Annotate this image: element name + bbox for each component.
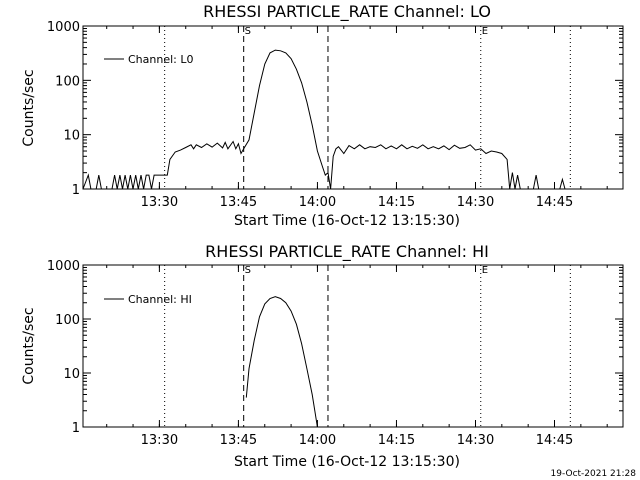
panel-lo-title: RHESSI PARTICLE_RATE Channel: LO [203,2,491,22]
marker-label: E [482,26,488,37]
panel-lo-x-axis-label: Start Time (16-Oct-12 13:15:30) [234,213,460,229]
y-tick-label: 1 [72,421,80,436]
panel-lo-x-ticks: 13:30 13:45 14:00 14:15 14:30 14:45 [106,26,608,210]
x-tick-label: 14:00 [299,195,336,210]
y-tick-label: 10 [63,367,80,382]
panel-hi-title: RHESSI PARTICLE_RATE Channel: HI [205,242,489,262]
panel-lo-y-ticks: 1 10 100 1000 [47,20,623,198]
y-tick-label: 100 [55,74,80,89]
x-tick-label: 13:45 [220,195,257,210]
x-tick-label: 14:45 [536,433,573,448]
x-tick-label: 14:30 [457,433,494,448]
x-tick-label: 13:45 [220,433,257,448]
panel-hi-x-ticks: 13:30 13:45 14:00 14:15 14:30 14:45 [106,265,608,448]
x-tick-label: 14:45 [536,195,573,210]
marker-label: S [245,265,251,276]
y-tick-label: 1000 [47,20,80,35]
panel-hi-y-ticks: 1 10 100 1000 [47,259,623,436]
marker-label: E [482,265,488,276]
x-tick-label: 13:30 [141,195,178,210]
panel-lo: RHESSI PARTICLE_RATE Channel: LO 13:30 13… [21,2,624,229]
panel-lo-legend-label: Channel: L0 [128,53,194,66]
x-tick-label: 13:30 [141,433,178,448]
y-tick-label: 1 [72,183,80,198]
panel-lo-plot-frame [82,25,624,190]
x-tick-label: 14:15 [378,433,415,448]
x-tick-label: 14:15 [378,195,415,210]
footer-timestamp: 19-Oct-2021 21:28 [551,469,637,479]
panel-hi-legend-label: Channel: HI [128,293,192,306]
panel-lo-y-axis-label: Counts/sec [21,69,37,146]
x-tick-label: 14:30 [457,195,494,210]
y-tick-label: 1000 [47,259,80,274]
panel-hi-series-line [245,296,318,428]
marker-label: S [245,26,251,37]
panel-hi-y-axis-label: Counts/sec [21,307,37,384]
panel-hi-plot-frame [82,264,624,428]
x-tick-label: 14:00 [299,433,336,448]
panel-hi: RHESSI PARTICLE_RATE Channel: HI 13:30 13… [21,242,624,470]
panel-hi-x-axis-label: Start Time (16-Oct-12 13:15:30) [234,454,460,470]
panel-lo-series-line [82,49,566,190]
y-tick-label: 10 [63,129,80,144]
y-tick-label: 100 [55,313,80,328]
